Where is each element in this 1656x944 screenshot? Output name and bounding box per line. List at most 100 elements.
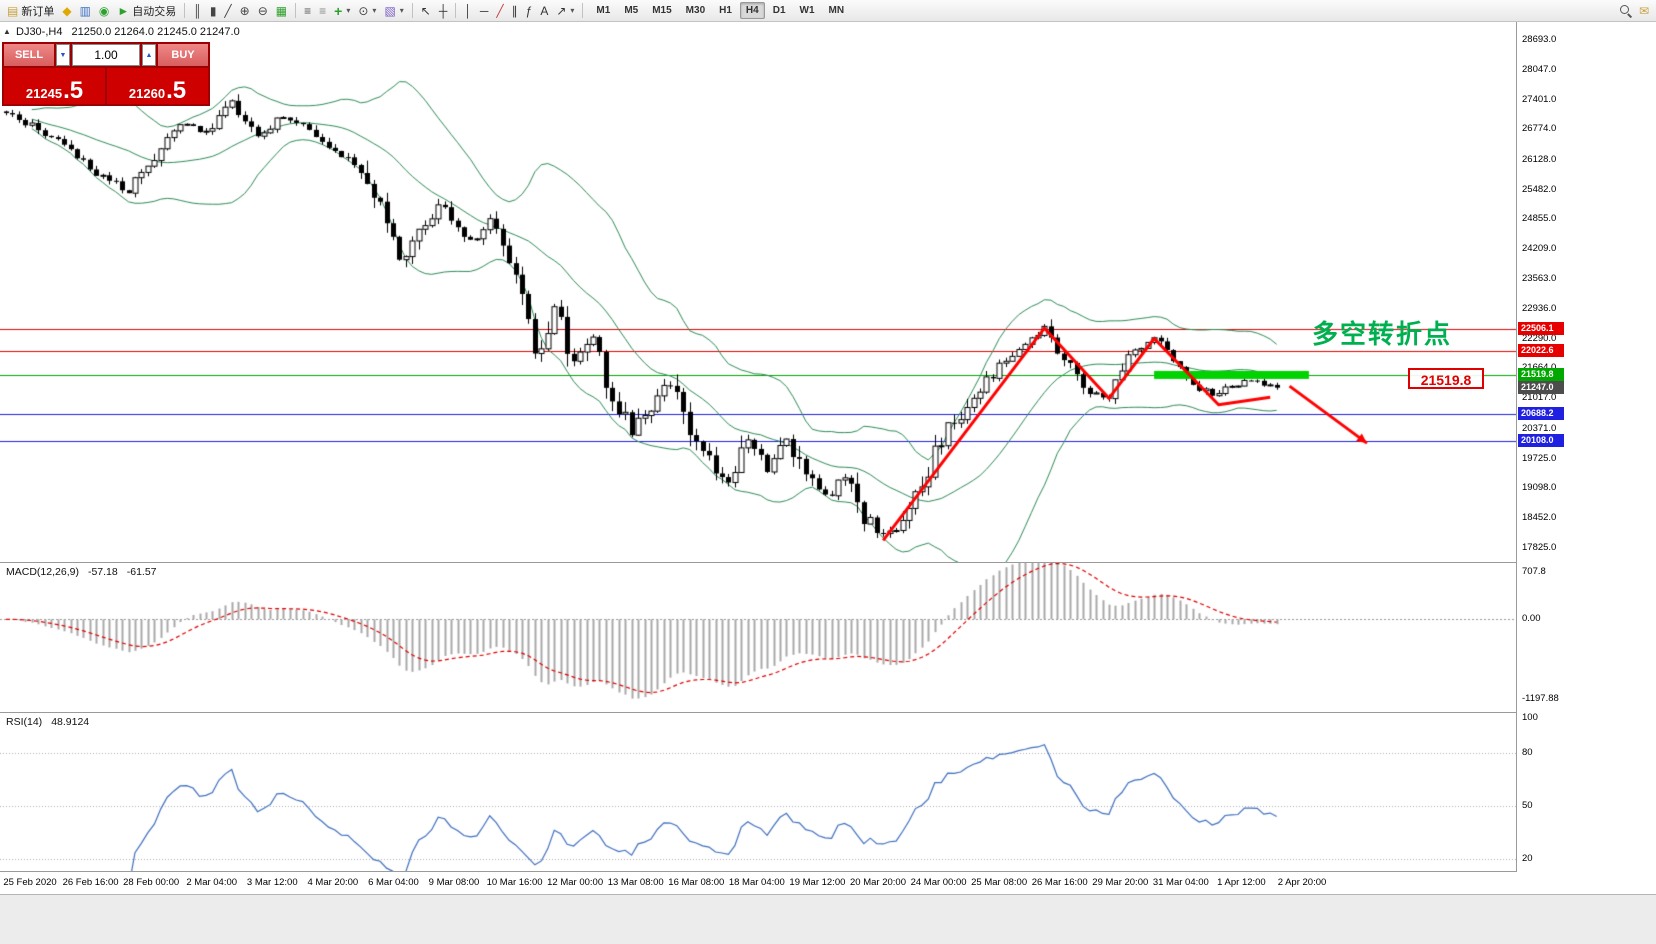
time-axis-label: 26 Mar 16:00 — [1031, 877, 1088, 888]
price-axis-label: 26774.0 — [1522, 123, 1557, 135]
timeframe-button-mn[interactable]: MN — [828, 5, 845, 16]
arrows-button[interactable]: ↗ ▾ — [553, 2, 577, 20]
volume-increase-button[interactable]: ▲ — [142, 44, 156, 66]
rsi-canvas[interactable] — [0, 713, 1516, 871]
volume-input[interactable] — [72, 44, 140, 66]
objects-list-button[interactable]: ≡ — [316, 2, 329, 20]
timeframe-button-h1[interactable]: H1 — [719, 5, 732, 16]
buy-price-button[interactable]: 21260 .5 — [107, 68, 208, 104]
tile-windows-icon: ▦ — [275, 3, 288, 18]
rsi-axis-label: 50 — [1522, 800, 1533, 812]
main-chart-panel: ▲ DJ30-,H4 21250.0 21264.0 21245.0 21247… — [0, 22, 1516, 562]
macd-axis-label: -1197.88 — [1522, 692, 1559, 704]
cursor-button[interactable]: ↖ — [418, 2, 434, 20]
price-axis-label: 22936.0 — [1522, 302, 1557, 314]
panel-divider[interactable] — [0, 562, 1656, 563]
timeframe-button-d1[interactable]: D1 — [772, 5, 786, 16]
market-watch-icon[interactable]: ▥ — [77, 2, 94, 20]
rsi-axis-label: 100 — [1522, 712, 1538, 724]
volume-decrease-button[interactable]: ▼ — [56, 44, 70, 66]
crosshair-icon: ┼ — [438, 3, 448, 18]
price-axis-label: 26128.0 — [1522, 153, 1557, 165]
rsi-header: RSI(14) 48.9124 — [6, 716, 89, 728]
indicators-button[interactable]: ≡ — [301, 2, 314, 20]
vertical-line-button[interactable]: │ — [461, 2, 475, 20]
chart-workspace: ▲ DJ30-,H4 21250.0 21264.0 21245.0 21247… — [0, 22, 1656, 944]
search-button[interactable] — [1617, 2, 1634, 20]
price-axis-label: 22290.0 — [1522, 332, 1557, 344]
price-level-badge[interactable]: 22506.1 — [1518, 321, 1564, 335]
arrows-icon: ↗ — [556, 3, 567, 18]
time-axis-label: 9 Mar 08:00 — [428, 877, 480, 888]
time-axis-label: 3 Mar 12:00 — [246, 877, 298, 888]
text-button[interactable]: A — [537, 2, 551, 20]
time-axis-label: 31 Mar 04:00 — [1152, 877, 1209, 888]
zoom-in-button[interactable]: ⊕ — [237, 2, 253, 20]
crosshair-button[interactable]: ┼ — [436, 2, 451, 20]
rsi-label: RSI(14) — [6, 716, 43, 728]
community-button[interactable]: ✉ — [1636, 2, 1652, 20]
macd-canvas[interactable] — [0, 563, 1516, 712]
horizontal-line-icon: ─ — [479, 3, 489, 18]
price-axis-label: 21664.0 — [1522, 362, 1556, 373]
channel-icon: ∥ — [511, 3, 518, 18]
toolbar-separator — [184, 3, 186, 18]
macd-axis-label: 707.8 — [1522, 566, 1546, 578]
periods-button[interactable]: ⊙ ▾ — [355, 2, 379, 20]
ohlc-values: 21250.0 21264.0 21245.0 21247.0 — [71, 26, 240, 38]
fibonacci-button[interactable]: ƒ — [523, 2, 536, 20]
time-axis-label: 13 Mar 08:00 — [607, 877, 664, 888]
main-chart-canvas[interactable] — [0, 22, 1516, 562]
zoom-out-icon: ⊖ — [257, 3, 268, 18]
line-chart-type-button[interactable]: ╱ — [221, 2, 234, 20]
price-axis-label: 25482.0 — [1522, 183, 1557, 195]
timeframe-button-h4[interactable]: H4 — [739, 2, 765, 19]
vertical-line-icon: │ — [464, 3, 472, 18]
channel-button[interactable]: ∥ — [509, 2, 521, 20]
rsi-panel: RSI(14) 48.9124 — [0, 713, 1516, 871]
price-level-badge[interactable]: 21519.8 — [1518, 367, 1564, 381]
timeframe-button-w1[interactable]: W1 — [799, 5, 815, 16]
dropdown-caret-icon: ▾ — [346, 6, 351, 15]
profiles-icon[interactable]: ◆ — [59, 2, 74, 20]
time-axis-label: 1 Apr 12:00 — [1217, 877, 1266, 888]
autotrading-button[interactable]: ► 自动交易 — [114, 2, 179, 20]
buy-price-main: 21260 — [128, 85, 166, 101]
panel-divider[interactable] — [0, 712, 1656, 713]
fibonacci-icon: ƒ — [525, 3, 533, 18]
time-axis[interactable]: 25 Feb 2020 26 Feb 16:00 28 Feb 00:00 2 Mar… — [0, 872, 1656, 895]
level-price-tag[interactable]: 21519.8 — [1408, 368, 1484, 389]
sell-button[interactable]: SELL — [4, 44, 54, 66]
navigator-icon[interactable]: ◉ — [96, 2, 112, 20]
candlestick-type-button[interactable]: ▮ — [207, 2, 220, 20]
objects-list-icon: ≡ — [319, 3, 327, 18]
price-level-badge[interactable]: 20688.2 — [1518, 406, 1564, 420]
zoom-out-button[interactable]: ⊖ — [255, 2, 271, 20]
timeframe-button-m15[interactable]: M15 — [652, 5, 672, 16]
price-level-badge[interactable]: 21247.0 — [1518, 380, 1564, 394]
timeframe-button-m1[interactable]: M1 — [596, 5, 611, 16]
price-axis[interactable]: 28693.0 28047.0 27401.0 26774.0 26128.0 25482… — [1516, 22, 1656, 872]
timeframe-button-m5[interactable]: M5 — [624, 5, 639, 16]
chart-annotation-text[interactable]: 多空转折点 — [1312, 319, 1453, 349]
panel-divider[interactable] — [0, 871, 1656, 872]
add-indicator-button[interactable]: + ▾ — [331, 2, 353, 20]
one-click-toggle-icon[interactable]: ▲ — [3, 27, 11, 36]
trendline-button[interactable]: ╱ — [493, 2, 506, 20]
price-level-badge[interactable]: 20108.0 — [1518, 433, 1564, 447]
autotrading-button-label: 自动交易 — [132, 5, 177, 18]
buy-button[interactable]: BUY — [158, 44, 208, 66]
new-order-button[interactable]: ▤ 新订单 — [4, 2, 57, 20]
bar-chart-type-button[interactable]: ║ — [190, 2, 205, 20]
indicators-icon: ≡ — [304, 3, 312, 18]
timeframe-button-m30[interactable]: M30 — [685, 5, 706, 16]
toolbar-separator — [582, 3, 584, 18]
horizontal-line-button[interactable]: ─ — [477, 2, 492, 20]
sell-price-button[interactable]: 21245 .5 — [4, 68, 105, 104]
price-axis-label: 17825.0 — [1522, 541, 1557, 553]
price-level-badge[interactable]: 22022.6 — [1518, 344, 1564, 358]
toolbar-separator — [455, 3, 457, 18]
price-axis-label: 21017.0 — [1522, 392, 1557, 404]
tile-windows-button[interactable]: ▦ — [273, 2, 290, 20]
templates-button[interactable]: ▧ ▾ — [381, 2, 406, 20]
